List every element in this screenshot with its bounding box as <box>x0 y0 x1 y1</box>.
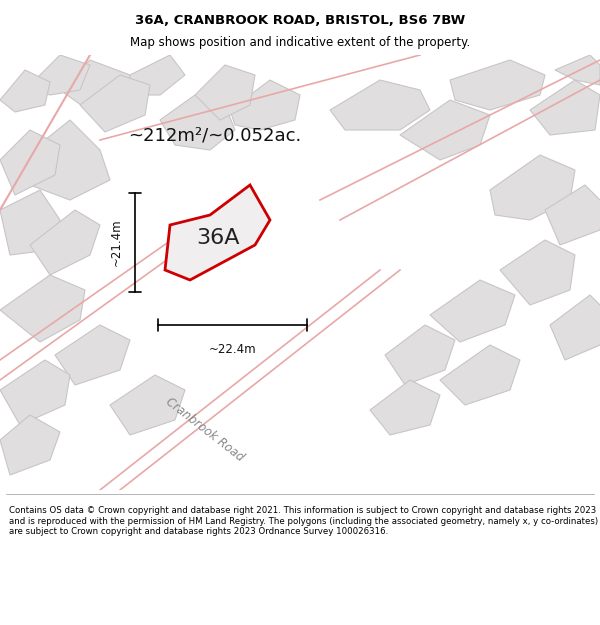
Polygon shape <box>450 60 545 110</box>
Polygon shape <box>60 60 130 115</box>
Polygon shape <box>195 65 255 120</box>
Polygon shape <box>430 280 515 342</box>
Polygon shape <box>165 185 270 280</box>
Polygon shape <box>30 210 100 275</box>
Polygon shape <box>330 80 430 130</box>
Polygon shape <box>230 80 300 130</box>
Polygon shape <box>550 295 600 360</box>
Polygon shape <box>55 325 130 385</box>
Polygon shape <box>490 155 575 220</box>
Text: ~21.4m: ~21.4m <box>110 219 123 266</box>
Polygon shape <box>555 55 600 85</box>
Text: ~212m²/~0.052ac.: ~212m²/~0.052ac. <box>128 126 302 144</box>
Text: Map shows position and indicative extent of the property.: Map shows position and indicative extent… <box>130 36 470 49</box>
Text: 36A, CRANBROOK ROAD, BRISTOL, BS6 7BW: 36A, CRANBROOK ROAD, BRISTOL, BS6 7BW <box>135 14 465 27</box>
Polygon shape <box>370 380 440 435</box>
Polygon shape <box>530 80 600 135</box>
Polygon shape <box>160 95 235 150</box>
Text: Cranbrook Road: Cranbrook Road <box>163 396 247 464</box>
Polygon shape <box>110 375 185 435</box>
Polygon shape <box>30 55 90 95</box>
Polygon shape <box>400 100 490 160</box>
Polygon shape <box>80 75 150 132</box>
Polygon shape <box>0 275 85 342</box>
Polygon shape <box>0 70 50 112</box>
Polygon shape <box>0 415 60 475</box>
Polygon shape <box>0 360 70 425</box>
Polygon shape <box>0 190 60 255</box>
Polygon shape <box>0 130 60 195</box>
Polygon shape <box>20 120 110 200</box>
Polygon shape <box>440 345 520 405</box>
Polygon shape <box>385 325 455 385</box>
Text: ~22.4m: ~22.4m <box>209 343 256 356</box>
Polygon shape <box>545 185 600 245</box>
Polygon shape <box>500 240 575 305</box>
Text: 36A: 36A <box>196 228 240 248</box>
Polygon shape <box>130 55 185 95</box>
Text: Contains OS data © Crown copyright and database right 2021. This information is : Contains OS data © Crown copyright and d… <box>9 506 598 536</box>
